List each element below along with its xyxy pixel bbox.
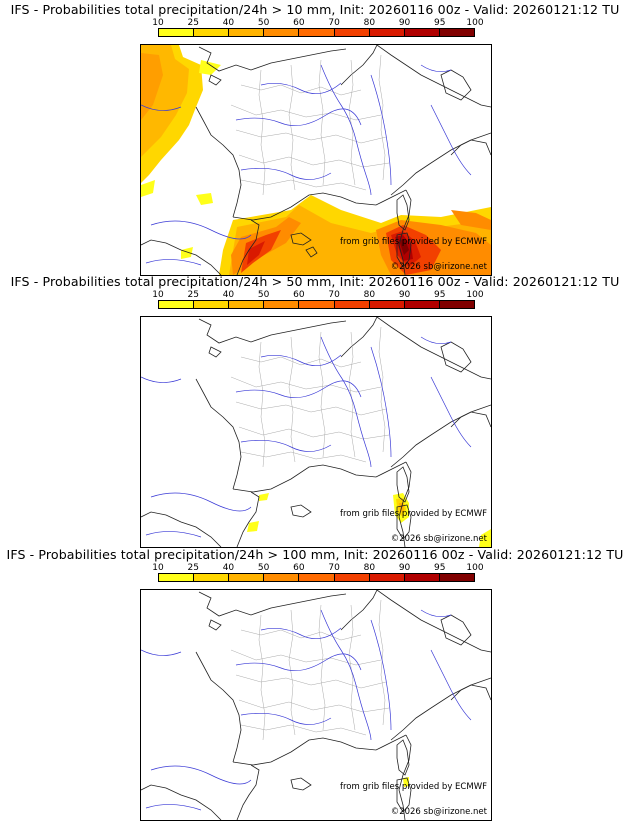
colorbar-tick-label: 60 [293, 290, 305, 300]
panel-title: IFS - Probabilities total precipitation/… [10, 2, 620, 17]
colorbar [158, 300, 475, 309]
copyright-credit: ©2026 sb@irizone.net [390, 534, 487, 544]
colorbar-tick-label: 90 [398, 290, 411, 300]
colorbar-swatch [334, 301, 370, 308]
region-borders [230, 599, 390, 741]
colorbar-tick-label: 100 [466, 18, 484, 28]
colorbar-tick-label: 70 [328, 18, 340, 28]
colorbar-swatch [334, 574, 370, 581]
map-graphic [141, 45, 491, 275]
colorbar-swatch [369, 574, 405, 581]
colorbar-swatch [404, 301, 440, 308]
precipitation-map: from grib files provided by ECMWF ©2026 … [140, 316, 492, 548]
map-graphic [141, 590, 491, 820]
provider-credit: from grib files provided by ECMWF [340, 237, 487, 247]
region-borders [230, 54, 390, 196]
colorbar-tick-label: 80 [363, 18, 376, 28]
provider-credit: from grib files provided by ECMWF [340, 782, 487, 792]
panel-title: IFS - Probabilities total precipitation/… [10, 274, 620, 289]
colorbar-swatch [369, 301, 405, 308]
colorbar-swatch [159, 574, 195, 581]
colorbar-tick-label: 50 [257, 290, 270, 300]
colorbar-swatch [264, 574, 300, 581]
colorbar-tick-label: 40 [222, 563, 235, 573]
provider-credit: from grib files provided by ECMWF [340, 509, 487, 519]
map-panel-50mm: IFS - Probabilities total precipitation/… [0, 272, 630, 548]
colorbar-swatch [194, 29, 230, 36]
colorbar-swatch [299, 574, 335, 581]
colorbar-tick-label: 10 [152, 18, 164, 28]
rivers [141, 609, 472, 811]
colorbar-swatch [369, 29, 405, 36]
colorbar-tick-label: 100 [466, 563, 484, 573]
colorbar [158, 573, 475, 582]
colorbar-labels: 10 25 40 50 60 70 80 90 95 100 [152, 290, 483, 300]
rivers [141, 64, 472, 266]
colorbar-tick-label: 70 [328, 563, 340, 573]
colorbar-tick-label: 50 [257, 563, 270, 573]
colorbar-tick-label: 40 [222, 290, 235, 300]
colorbar-tick-label: 10 [152, 290, 164, 300]
copyright-credit: ©2026 sb@irizone.net [390, 262, 487, 272]
colorbar-tick-label: 60 [293, 18, 305, 28]
colorbar-tick-label: 50 [257, 18, 270, 28]
map-panel-10mm: IFS - Probabilities total precipitation/… [0, 0, 630, 276]
colorbar-swatch [439, 574, 474, 581]
colorbar-swatch [159, 29, 195, 36]
colorbar-tick-label: 80 [363, 563, 376, 573]
colorbar-swatch [194, 301, 230, 308]
colorbar-tick-label: 25 [187, 18, 199, 28]
map-graphic [141, 317, 491, 547]
map-panel-100mm: IFS - Probabilities total precipitation/… [0, 545, 630, 821]
colorbar-tick-label: 95 [434, 563, 446, 573]
colorbar-swatch [194, 574, 230, 581]
panel-title: IFS - Probabilities total precipitation/… [6, 547, 624, 562]
colorbar-tick-label: 60 [293, 563, 305, 573]
rivers [141, 336, 472, 538]
colorbar-swatch [299, 29, 335, 36]
colorbar-swatch [404, 29, 440, 36]
probability-shading [141, 45, 491, 275]
precipitation-map: from grib files provided by ECMWF ©2026 … [140, 44, 492, 276]
colorbar-labels: 10 25 40 50 60 70 80 90 95 100 [152, 563, 483, 573]
colorbar [158, 28, 475, 37]
precipitation-map: from grib files provided by ECMWF ©2026 … [140, 589, 492, 821]
colorbar-tick-label: 90 [398, 563, 411, 573]
copyright-credit: ©2026 sb@irizone.net [390, 807, 487, 817]
colorbar-swatch [439, 29, 474, 36]
colorbar-labels: 10 25 40 50 60 70 80 90 95 100 [152, 18, 483, 28]
colorbar-tick-label: 25 [187, 290, 199, 300]
colorbar-swatch [404, 574, 440, 581]
colorbar-swatch [439, 301, 474, 308]
coastlines [141, 45, 491, 275]
coastlines [141, 317, 491, 547]
colorbar-tick-label: 10 [152, 563, 164, 573]
colorbar-tick-label: 40 [222, 18, 235, 28]
colorbar-swatch [334, 29, 370, 36]
colorbar-tick-label: 80 [363, 290, 376, 300]
colorbar-tick-label: 100 [466, 290, 484, 300]
region-borders [230, 326, 390, 468]
colorbar-swatch [229, 29, 265, 36]
colorbar-swatch [229, 574, 265, 581]
colorbar-swatch [264, 301, 300, 308]
colorbar-swatch [299, 301, 335, 308]
colorbar-swatch [159, 301, 195, 308]
colorbar-tick-label: 70 [328, 290, 340, 300]
colorbar-swatch [229, 301, 265, 308]
coastlines [141, 590, 491, 820]
colorbar-swatch [264, 29, 300, 36]
colorbar-tick-label: 90 [398, 18, 411, 28]
colorbar-tick-label: 95 [434, 18, 446, 28]
colorbar-tick-label: 95 [434, 290, 446, 300]
colorbar-tick-label: 25 [187, 563, 199, 573]
